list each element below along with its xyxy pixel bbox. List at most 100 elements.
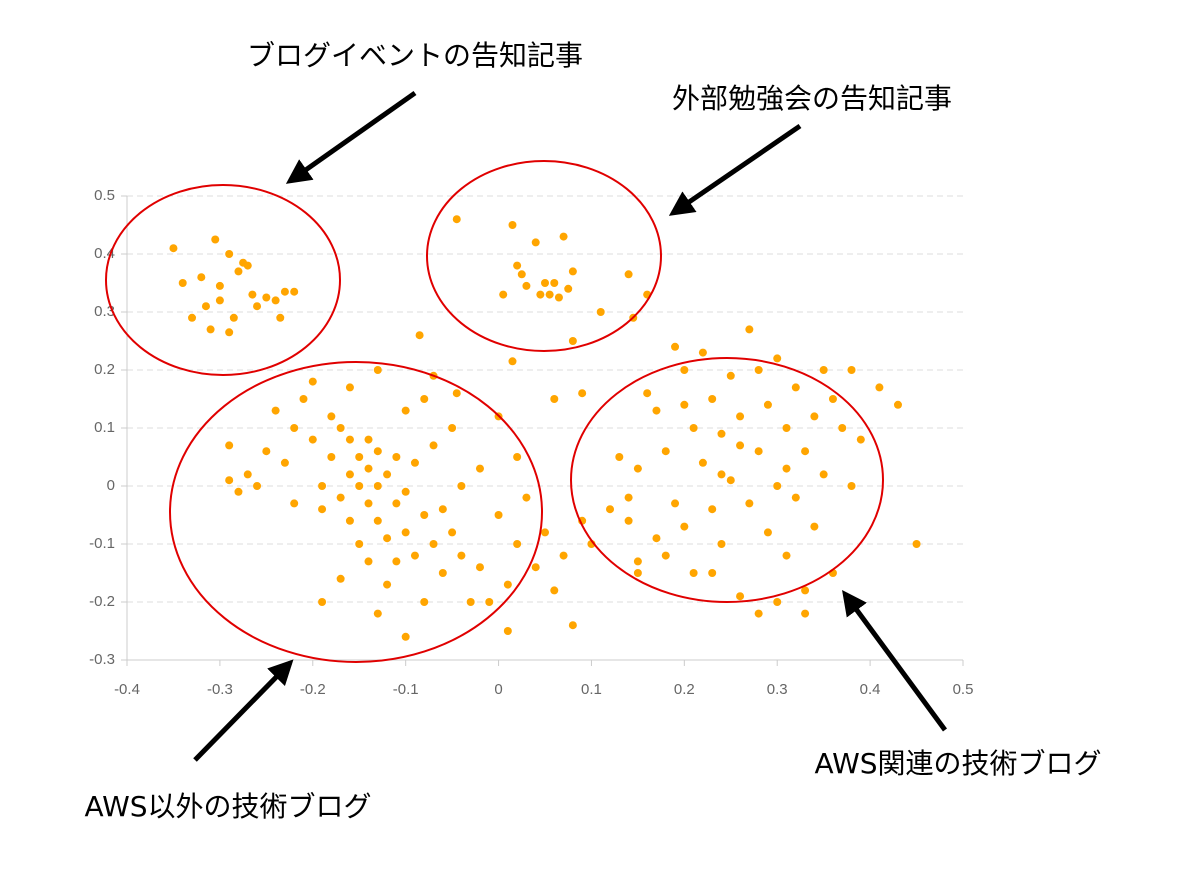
point: [522, 493, 531, 502]
point: [726, 476, 735, 485]
point: [643, 389, 652, 398]
point: [401, 406, 410, 415]
point: [448, 424, 457, 432]
annotation: ブログイベントの告知記事: [247, 39, 583, 72]
arrow: [285, 90, 417, 184]
point: [373, 482, 382, 490]
point: [810, 412, 819, 421]
point: [550, 279, 559, 287]
point: [364, 557, 373, 566]
point: [243, 470, 252, 479]
point: [717, 429, 726, 438]
x-tick-label: -0.3: [207, 681, 233, 698]
point: [215, 281, 224, 290]
point: [810, 522, 819, 531]
point: [253, 302, 262, 311]
point: [280, 458, 289, 467]
point: [689, 569, 698, 577]
point: [373, 516, 382, 525]
point: [188, 313, 197, 322]
point: [661, 447, 670, 456]
point: [606, 505, 615, 514]
point: [355, 482, 364, 490]
point: [206, 325, 215, 334]
point: [726, 371, 735, 380]
point: [308, 435, 317, 444]
point: [828, 395, 837, 403]
point: [248, 290, 257, 299]
point: [531, 563, 540, 572]
point: [410, 551, 419, 560]
y-tick-label: 0.3: [94, 303, 115, 320]
point: [708, 569, 717, 577]
cluster-ellipse: [105, 184, 341, 376]
point: [652, 406, 661, 415]
point: [680, 522, 689, 531]
point: [392, 499, 401, 508]
point: [336, 574, 345, 583]
point: [401, 487, 410, 496]
point: [671, 342, 680, 351]
point: [522, 281, 531, 290]
point: [545, 290, 554, 299]
point: [782, 464, 791, 473]
x-tick-label: 0.3: [767, 681, 788, 698]
point: [568, 267, 577, 276]
cluster-ellipse: [570, 357, 884, 603]
point: [559, 551, 568, 560]
point: [420, 598, 429, 606]
point: [271, 296, 280, 305]
point: [633, 464, 642, 473]
point: [276, 313, 285, 322]
point: [708, 505, 717, 514]
point: [271, 406, 280, 415]
point: [838, 424, 847, 432]
point: [290, 287, 299, 296]
point: [508, 221, 517, 229]
point: [559, 232, 568, 241]
point: [698, 458, 707, 467]
point: [262, 447, 271, 456]
point: [671, 499, 680, 508]
point: [754, 366, 763, 374]
point: [373, 609, 382, 618]
point: [234, 487, 243, 496]
plot-area: -0.3 -0.2 -0.1 0 0.1 0.2 0.3 0.4 0.5 -0.4 -0.3 -0.2…: [89, 187, 973, 698]
point: [364, 435, 373, 444]
point: [661, 551, 670, 560]
x-tick-label: -0.1: [393, 681, 419, 698]
point: [745, 325, 754, 334]
point: [290, 499, 299, 508]
point: [782, 424, 791, 432]
point: [485, 598, 494, 606]
point: [280, 287, 289, 296]
point: [225, 328, 234, 337]
point: [392, 557, 401, 566]
point: [197, 273, 206, 282]
point: [503, 580, 512, 589]
point: [494, 511, 503, 519]
point: [438, 569, 447, 577]
point: [345, 516, 354, 525]
point: [336, 493, 345, 502]
point: [345, 470, 354, 479]
point: [392, 453, 401, 461]
point: [893, 400, 902, 409]
point: [229, 313, 238, 322]
point: [801, 447, 810, 456]
point: [819, 470, 828, 479]
point: [568, 621, 577, 630]
point: [373, 366, 382, 374]
point: [410, 458, 419, 467]
point: [754, 609, 763, 618]
point: [225, 441, 234, 450]
y-tick-label: 0.4: [94, 245, 115, 262]
point: [253, 482, 262, 490]
x-tick-label: 0: [494, 681, 502, 698]
cluster-outlines: [105, 160, 884, 663]
point: [517, 270, 526, 279]
point: [327, 412, 336, 421]
point: [708, 395, 717, 403]
point: [475, 563, 484, 572]
